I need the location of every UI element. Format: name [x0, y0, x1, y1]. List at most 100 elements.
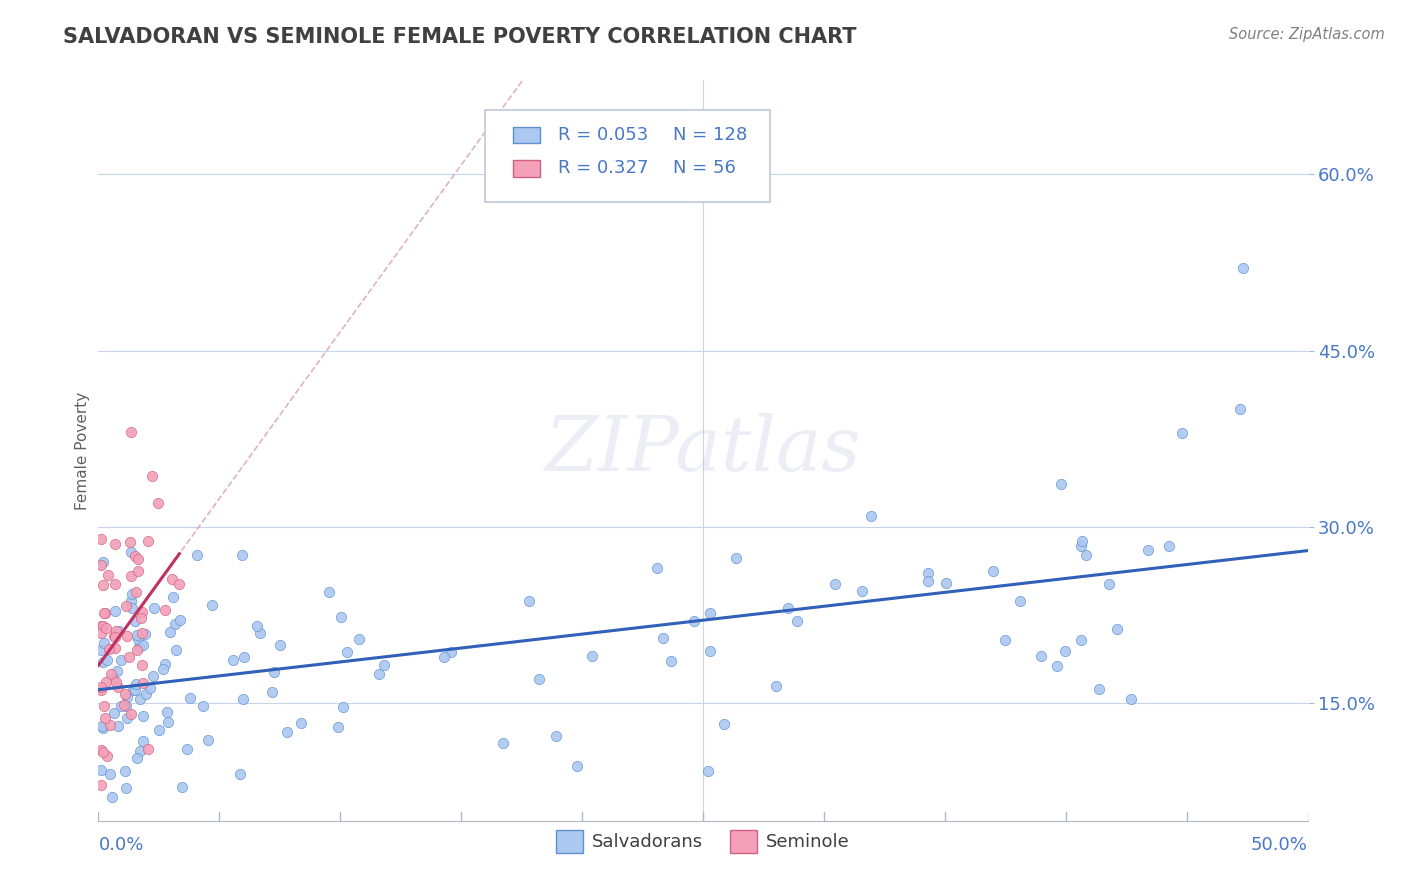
Point — [368, 667, 391, 681]
Point — [124, 614, 146, 628]
Point — [699, 643, 721, 657]
Point — [326, 720, 349, 734]
Point — [91, 721, 114, 735]
Point — [90, 533, 112, 547]
Point — [159, 624, 181, 639]
Point — [125, 628, 148, 642]
Point — [262, 685, 284, 699]
Point — [544, 729, 567, 743]
Point — [104, 674, 127, 689]
Point — [713, 717, 735, 731]
Point — [91, 619, 114, 633]
Point — [162, 591, 184, 605]
Point — [120, 569, 142, 583]
Text: 0.0%: 0.0% — [98, 836, 143, 854]
Point — [1050, 477, 1073, 491]
Point — [97, 567, 120, 582]
Point — [917, 566, 939, 580]
Bar — [513, 161, 540, 177]
Point — [101, 671, 124, 685]
Point — [105, 624, 128, 639]
Point — [156, 715, 179, 730]
Point — [93, 635, 115, 649]
Bar — [513, 127, 540, 144]
Point — [155, 657, 177, 672]
Point — [169, 577, 191, 591]
Point — [221, 653, 243, 667]
Point — [114, 688, 136, 702]
Point — [1171, 425, 1194, 440]
Point — [90, 558, 112, 572]
Point — [120, 594, 142, 608]
Point — [136, 534, 159, 549]
Point — [981, 564, 1004, 578]
Point — [127, 632, 149, 647]
Point — [107, 680, 129, 694]
Point — [153, 603, 176, 617]
Point — [91, 745, 114, 759]
Point — [172, 780, 194, 795]
Point — [131, 626, 153, 640]
Point — [336, 645, 359, 659]
Text: 50.0%: 50.0% — [1251, 836, 1308, 854]
Point — [249, 625, 271, 640]
Point — [696, 764, 718, 778]
Point — [128, 640, 150, 655]
Point — [131, 605, 153, 619]
Point — [121, 587, 143, 601]
Point — [433, 649, 456, 664]
Point — [90, 764, 112, 778]
Point — [90, 719, 112, 733]
Point — [142, 601, 165, 615]
Point — [98, 718, 121, 732]
Point — [90, 680, 112, 694]
Point — [581, 649, 603, 664]
Point — [121, 601, 143, 615]
Point — [527, 672, 550, 686]
Point — [90, 682, 112, 697]
Point — [115, 699, 138, 714]
Point — [1074, 549, 1097, 563]
Point — [135, 687, 157, 701]
Point — [107, 719, 129, 733]
Point — [100, 667, 122, 681]
Point — [699, 606, 721, 620]
Point — [103, 629, 125, 643]
Text: Source: ZipAtlas.com: Source: ZipAtlas.com — [1229, 27, 1385, 42]
Point — [917, 574, 939, 589]
Point — [94, 711, 117, 725]
Point — [105, 664, 128, 678]
Point — [186, 548, 208, 562]
Point — [786, 615, 808, 629]
Y-axis label: Female Poverty: Female Poverty — [75, 392, 90, 509]
Point — [132, 733, 155, 747]
Point — [114, 764, 136, 779]
Point — [131, 657, 153, 672]
Point — [100, 766, 122, 780]
Point — [229, 767, 252, 781]
Point — [104, 604, 127, 618]
Point — [117, 690, 139, 705]
Point — [1070, 533, 1092, 548]
Point — [120, 544, 142, 558]
Point — [115, 780, 138, 795]
Point — [994, 633, 1017, 648]
Point — [91, 578, 114, 592]
Point — [103, 537, 125, 551]
Text: R = 0.327: R = 0.327 — [558, 159, 648, 177]
Legend: Salvadorans, Seminole: Salvadorans, Seminole — [548, 823, 858, 860]
Point — [103, 641, 125, 656]
Point — [659, 654, 682, 668]
Point — [104, 576, 127, 591]
Point — [332, 700, 354, 714]
Point — [176, 742, 198, 756]
Point — [125, 751, 148, 765]
Point — [330, 609, 353, 624]
Point — [91, 556, 114, 570]
Point — [765, 680, 787, 694]
Point — [165, 643, 187, 657]
Point — [179, 691, 201, 706]
Point — [120, 706, 142, 721]
Text: N = 56: N = 56 — [673, 159, 735, 177]
Point — [1137, 542, 1160, 557]
